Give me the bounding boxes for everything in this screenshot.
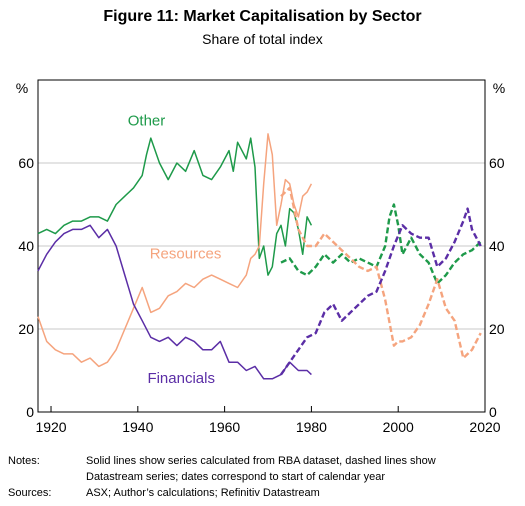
figure-subtitle: Share of total index <box>202 31 323 47</box>
y-tick-left-20: 20 <box>18 321 34 337</box>
series-line-financials-solid <box>37 224 312 380</box>
y-unit-right: % <box>493 80 505 96</box>
series-line-financials-dashed <box>280 207 482 376</box>
series-label-financials: Financials <box>147 370 215 387</box>
x-tick-2020: 2020 <box>469 419 500 435</box>
x-tick-1960: 1960 <box>209 419 240 435</box>
series-label-other: Other <box>128 113 166 130</box>
notes-block: Notes: Solid lines show series calculated… <box>8 453 436 501</box>
y-tick-right-60: 60 <box>489 155 505 171</box>
x-tick-1980: 1980 <box>296 419 327 435</box>
sources-label: Sources: <box>8 487 52 499</box>
y-tick-left-40: 40 <box>18 238 34 254</box>
notes-label: Notes: <box>8 455 40 467</box>
sources-text: ASX; Author’s calculations; Refinitiv Da… <box>86 487 320 499</box>
figure-title: Figure 11: Market Capitalisation by Sect… <box>103 8 422 25</box>
y-tick-right-0: 0 <box>489 404 497 420</box>
series-line-other-dashed <box>280 203 482 285</box>
plot-frame <box>37 79 486 413</box>
y-tick-right-40: 40 <box>489 238 505 254</box>
series-line-resources-solid <box>37 133 313 368</box>
y-tick-left-0: 0 <box>26 404 34 420</box>
notes-line-2: Datastream series; dates correspond to s… <box>86 471 385 483</box>
x-tick-1920: 1920 <box>35 419 66 435</box>
notes-line-1: Solid lines show series calculated from … <box>86 455 436 467</box>
x-tick-1940: 1940 <box>122 419 153 435</box>
series-line-resources-dashed <box>280 186 482 360</box>
y-unit-left: % <box>16 80 28 96</box>
series-line-other-solid <box>37 137 313 276</box>
series-label-resources: Resources <box>150 245 222 262</box>
y-tick-right-20: 20 <box>489 321 505 337</box>
x-tick-2000: 2000 <box>383 419 414 435</box>
y-tick-left-60: 60 <box>18 155 34 171</box>
